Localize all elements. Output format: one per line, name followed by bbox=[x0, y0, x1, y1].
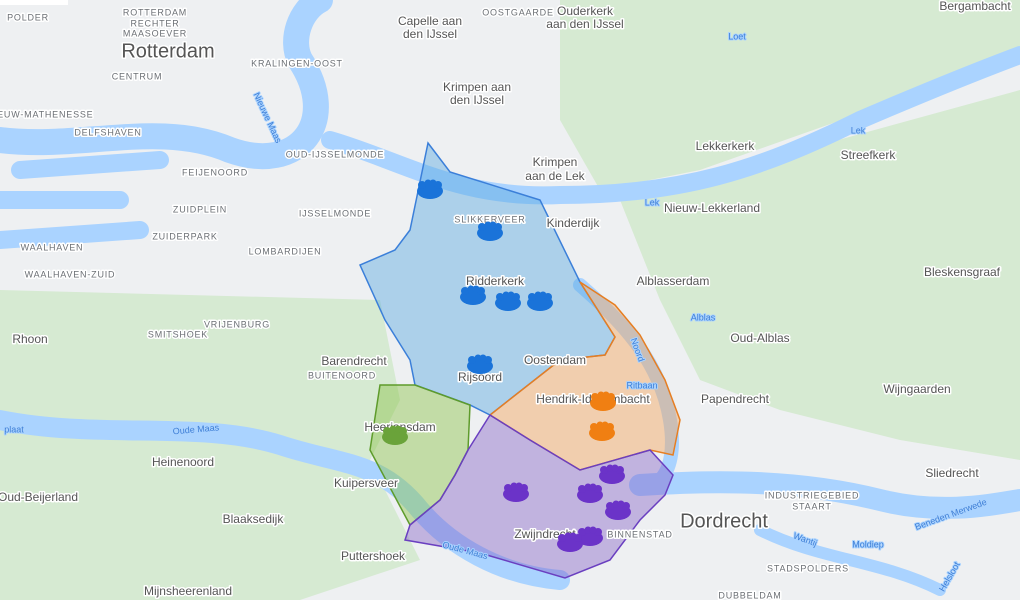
place-label: BINNENSTAD bbox=[607, 529, 672, 539]
place-label: Barendrecht bbox=[321, 354, 387, 368]
place-label: NIEUW-MATHENESSE bbox=[0, 109, 93, 119]
place-label: Krimpen bbox=[533, 155, 578, 169]
place-label: STADSPOLDERS bbox=[767, 563, 849, 573]
place-label: INDUSTRIEGEBIED bbox=[765, 490, 860, 500]
place-label: Streefkerk bbox=[841, 148, 897, 162]
location-marker[interactable] bbox=[460, 285, 486, 306]
location-marker[interactable] bbox=[477, 221, 503, 242]
place-label: Oud-Beijerland bbox=[0, 490, 78, 504]
map-control[interactable] bbox=[0, 0, 68, 5]
location-marker[interactable] bbox=[590, 391, 616, 412]
place-label: KRALINGEN-OOST bbox=[251, 58, 343, 68]
place-label: WAALHAVEN bbox=[21, 242, 84, 252]
place-label: STAART bbox=[792, 501, 831, 511]
place-label: OOSTGAARDE bbox=[482, 7, 554, 17]
place-label: Moldiep bbox=[852, 539, 884, 549]
place-label: SMITSHOEK bbox=[148, 329, 208, 339]
place-label: SLIKKERVEER bbox=[454, 214, 525, 224]
place-label: Rijsoord bbox=[458, 370, 502, 384]
place-label: Nieuw-Lekkerland bbox=[664, 201, 760, 215]
markers bbox=[382, 179, 631, 553]
place-label: DELFSHAVEN bbox=[74, 127, 141, 137]
place-label: BUITENOORD bbox=[308, 370, 376, 380]
place-label: CENTRUM bbox=[112, 71, 163, 81]
place-label: Mijnsheerenland bbox=[144, 584, 232, 598]
place-label: ZUIDERPARK bbox=[152, 231, 217, 241]
place-label: ZUIDPLEIN bbox=[173, 204, 227, 214]
location-marker[interactable] bbox=[503, 482, 529, 503]
place-label: POLDER bbox=[7, 12, 49, 22]
place-label: Loet bbox=[728, 31, 746, 41]
place-label: den IJssel bbox=[450, 93, 504, 107]
place-label: plaat bbox=[4, 424, 24, 434]
place-label: FEIJENOORD bbox=[182, 167, 248, 177]
place-label: ROTTERDAM bbox=[123, 7, 187, 17]
location-marker[interactable] bbox=[605, 500, 631, 521]
region-ridderkerk[interactable] bbox=[359, 141, 616, 416]
place-label: Oud-Alblas bbox=[730, 331, 789, 345]
place-label: Rhoon bbox=[12, 332, 47, 346]
location-marker[interactable] bbox=[467, 354, 493, 375]
place-label: Puttershoek bbox=[341, 549, 406, 563]
region-zwijndrecht[interactable] bbox=[404, 413, 674, 579]
place-label: LOMBARDIJEN bbox=[249, 246, 322, 256]
place-label: IJSSELMONDE bbox=[299, 208, 371, 218]
place-label: Ritbaan bbox=[626, 380, 657, 390]
place-label: Wijngaarden bbox=[883, 382, 950, 396]
place-label: Sliedrecht bbox=[925, 466, 979, 480]
place-label: Papendrecht bbox=[701, 392, 770, 406]
place-label: Bergambacht bbox=[939, 0, 1011, 13]
place-label: Bleskensgraaf bbox=[924, 265, 1001, 279]
place-label: Ouderkerk bbox=[557, 4, 614, 18]
place-label: Lekkerkerk bbox=[696, 139, 756, 153]
location-marker[interactable] bbox=[599, 464, 625, 485]
place-label: Alblasserdam bbox=[637, 274, 710, 288]
place-label: RECHTER bbox=[130, 18, 179, 28]
place-label: Kuipersveer bbox=[334, 476, 398, 490]
place-label: Kinderdijk bbox=[547, 216, 601, 230]
location-marker[interactable] bbox=[577, 483, 603, 504]
place-label: Rotterdam bbox=[121, 40, 214, 62]
location-marker[interactable] bbox=[577, 526, 603, 547]
place-label: Alblas bbox=[691, 312, 716, 322]
location-marker[interactable] bbox=[495, 291, 521, 312]
place-label: OUD-IJSSELMONDE bbox=[286, 149, 385, 159]
place-label: den IJssel bbox=[403, 27, 457, 41]
place-label: Ridderkerk bbox=[466, 274, 525, 288]
location-marker[interactable] bbox=[557, 532, 583, 553]
location-marker[interactable] bbox=[417, 179, 443, 200]
place-label: Blaaksedijk bbox=[223, 512, 285, 526]
location-marker[interactable] bbox=[382, 425, 408, 446]
place-label: Capelle aan bbox=[398, 14, 462, 28]
place-label: Lek bbox=[645, 197, 660, 207]
place-label: MAASOEVER bbox=[123, 28, 187, 38]
location-marker[interactable] bbox=[527, 291, 553, 312]
place-label: Heinenoord bbox=[152, 455, 214, 469]
place-label: Dordrecht bbox=[680, 510, 768, 532]
place-label: DUBBELDAM bbox=[718, 590, 781, 600]
location-marker[interactable] bbox=[589, 421, 615, 442]
place-label: aan den IJssel bbox=[546, 17, 623, 31]
place-label: Lek bbox=[851, 125, 866, 135]
place-label: VRIJENBURG bbox=[204, 319, 270, 329]
regions bbox=[359, 141, 681, 579]
place-label: WAALHAVEN-ZUID bbox=[25, 269, 116, 279]
place-label: Krimpen aan bbox=[443, 80, 511, 94]
place-label: aan de Lek bbox=[525, 169, 585, 183]
place-label: Oostendam bbox=[524, 353, 586, 367]
